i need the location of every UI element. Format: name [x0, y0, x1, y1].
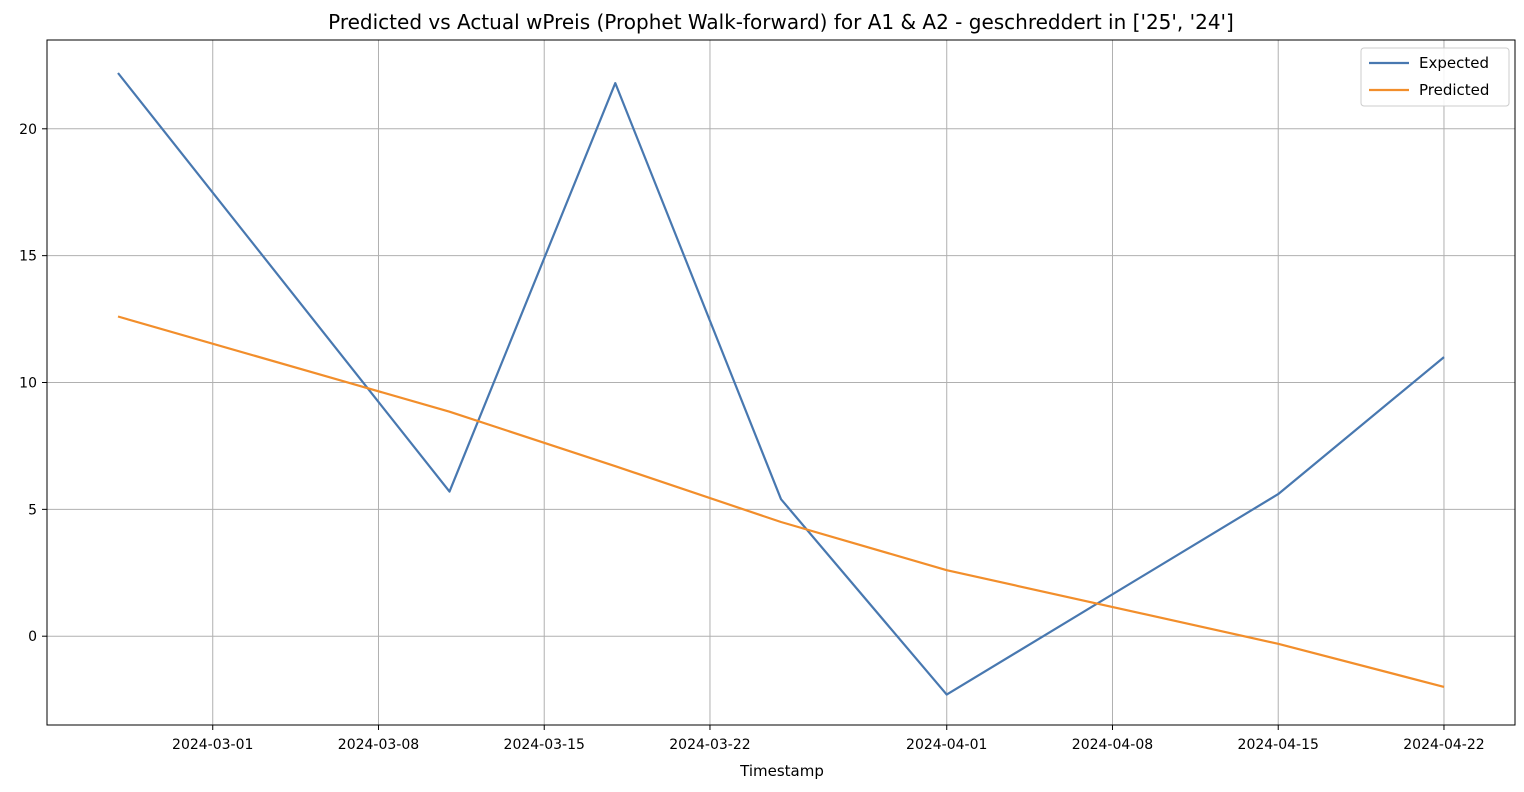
y-tick-label: 15	[19, 249, 37, 265]
y-tick-label: 10	[19, 376, 37, 392]
series-line-expected	[117, 72, 1445, 696]
legend-label-predicted: Predicted	[1419, 81, 1489, 99]
chart-title: Predicted vs Actual wPreis (Prophet Walk…	[328, 10, 1234, 34]
x-tick-label: 2024-04-01	[906, 737, 987, 753]
series-line-predicted	[117, 315, 1445, 688]
axis-ticks: 2024-03-01 2024-03-08 2024-03-15 2024-03-22…	[19, 122, 1484, 753]
x-tick-label: 2024-04-08	[1072, 737, 1153, 753]
x-tick-label: 2024-04-15	[1238, 737, 1319, 753]
x-tick-label: 2024-03-22	[669, 737, 750, 753]
legend: Expected Predicted	[1360, 47, 1510, 107]
x-tick-label: 2024-03-08	[338, 737, 419, 753]
x-tick-label: 2024-04-22	[1403, 737, 1484, 753]
y-tick-label: 20	[19, 122, 37, 138]
x-tick-label: 2024-03-01	[172, 737, 253, 753]
y-tick-label: 0	[28, 629, 37, 645]
legend-label-expected: Expected	[1419, 54, 1489, 72]
y-tick-label: 5	[28, 502, 37, 518]
x-axis-label: Timestamp	[739, 762, 824, 780]
x-tick-label: 2024-03-15	[504, 737, 585, 753]
series-lines	[117, 72, 1445, 696]
grid-lines	[47, 40, 1515, 725]
